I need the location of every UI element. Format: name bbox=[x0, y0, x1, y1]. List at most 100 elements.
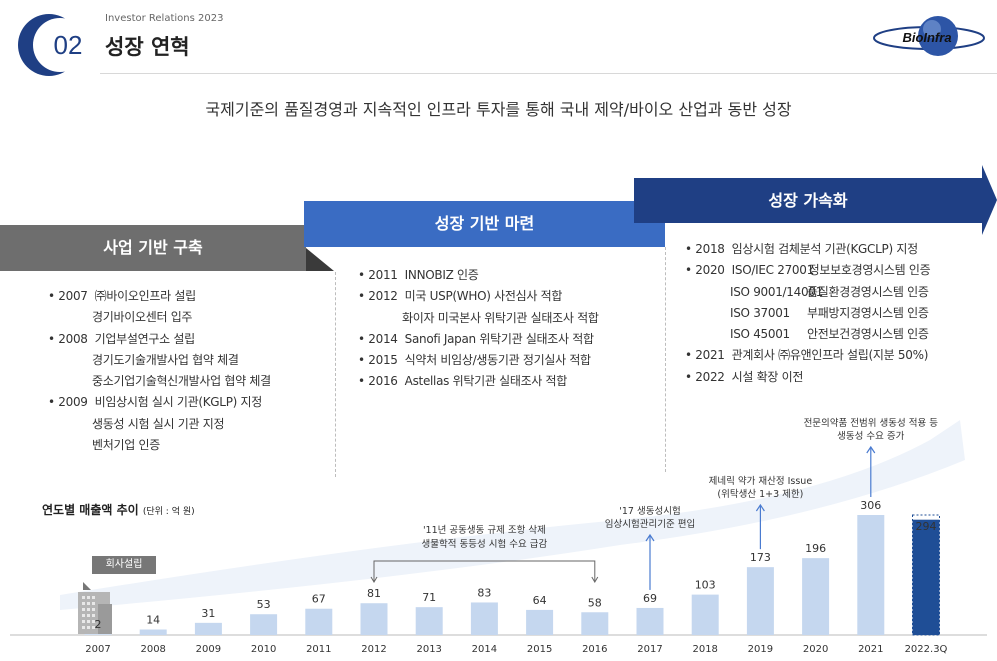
list-item: ISO 45001 안전보건경영시스템 인증 bbox=[730, 327, 929, 342]
list-item: • 2021 관계회사 ㈜유앤인프라 설립(지분 50%) bbox=[685, 348, 929, 363]
data-label: 14 bbox=[146, 614, 160, 627]
phase1-list: • 2007 ㈜바이오인프라 설립 경기바이오센터 입주 • 2008 기업부설… bbox=[48, 286, 271, 456]
x-tick-label: 2021 bbox=[858, 644, 883, 655]
annotation-arrowhead bbox=[370, 576, 378, 583]
bar bbox=[636, 607, 664, 635]
data-label: 71 bbox=[422, 591, 436, 604]
bar bbox=[470, 602, 498, 635]
annotation-text: '11년 공동생동 규제 조항 삭제 bbox=[423, 525, 546, 536]
annotation-arrowhead bbox=[755, 503, 765, 512]
phase-divider-2 bbox=[665, 247, 666, 472]
building-window bbox=[92, 608, 95, 611]
chart-title: 연도별 매출액 추이 (단위 : 억 원) bbox=[42, 503, 195, 517]
building-window bbox=[87, 626, 90, 629]
phase2-list: • 2011 INNOBIZ 인증 • 2012 미국 USP(WHO) 사전심… bbox=[358, 265, 599, 393]
founded-label: 회사설립 bbox=[92, 556, 156, 574]
founded-pointer bbox=[83, 582, 91, 590]
page-subtitle: 국제기준의 품질경영과 지속적인 인프라 투자를 통해 국내 제약/바이오 산업… bbox=[205, 100, 792, 119]
annotation-text: 전문의약품 전범위 생동성 적용 등 bbox=[804, 417, 939, 429]
building-window bbox=[87, 596, 90, 599]
trend-swoosh bbox=[60, 420, 965, 610]
bioinfra-logo: BioInfra bbox=[873, 16, 985, 56]
revenue-chart: 2 2007 14 2008 31 2009 53 2010 67 2011 81 2012 71 201… bbox=[10, 417, 987, 655]
data-label: 103 bbox=[695, 579, 716, 592]
list-item: 화이자 미국본사 위탁기관 실태조사 적합 bbox=[402, 310, 599, 325]
list-item: • 2012 미국 USP(WHO) 사전심사 적합 bbox=[358, 289, 563, 304]
data-label: 81 bbox=[367, 587, 381, 600]
annotation-text: 제네릭 약가 재산정 Issue bbox=[709, 475, 813, 487]
list-item: • 2007 ㈜바이오인프라 설립 bbox=[48, 289, 196, 303]
x-tick-label: 2014 bbox=[472, 644, 497, 655]
building-window bbox=[92, 626, 95, 629]
annotation-text: 생물학적 동등성 시험 수요 급감 bbox=[422, 538, 548, 550]
building-window bbox=[82, 626, 85, 629]
annotation-arrowhead bbox=[645, 533, 655, 542]
annotation-bracket bbox=[373, 560, 596, 581]
annotation-arrowhead bbox=[591, 576, 599, 583]
building-window bbox=[82, 596, 85, 599]
phase-banner-3: 성장 가속화 bbox=[634, 178, 982, 223]
list-item: • 2016 Astellas 위탁기관 실태조사 적합 bbox=[358, 374, 568, 389]
building-window bbox=[92, 596, 95, 599]
data-label: 69 bbox=[643, 592, 657, 605]
bar bbox=[526, 609, 554, 635]
list-item: ISO 37001 부패방지경영시스템 인증 bbox=[730, 305, 929, 320]
bar bbox=[581, 612, 609, 635]
list-item: • 2022 시설 확장 이전 bbox=[685, 369, 804, 384]
building-window bbox=[87, 602, 90, 605]
list-item: • 2015 식약처 비임상/생동기관 정기실사 적합 bbox=[358, 353, 591, 368]
phase1-fold bbox=[306, 248, 334, 271]
list-item: • 2009 비임상시험 실시 기관(KGLP) 지정 bbox=[48, 395, 263, 410]
x-tick-label: 2019 bbox=[748, 644, 773, 655]
x-tick-label: 2018 bbox=[692, 644, 717, 655]
phase-banner-1: 사업 기반 구축 bbox=[0, 225, 306, 271]
bar bbox=[746, 567, 774, 635]
building-window bbox=[92, 602, 95, 605]
building-window bbox=[92, 620, 95, 623]
bar bbox=[912, 519, 940, 635]
annotation-text: 생동성 수요 증가 bbox=[837, 431, 904, 442]
bar bbox=[305, 608, 333, 635]
bar bbox=[802, 558, 830, 635]
list-item: • 2020 ISO/IEC 27001정보보호경영시스템 인증 bbox=[685, 263, 931, 278]
bar bbox=[360, 603, 388, 635]
list-item: • 2018 임상시험 검체분석 기관(KGCLP) 지정 bbox=[685, 242, 918, 256]
bar bbox=[84, 634, 112, 635]
building-window bbox=[82, 614, 85, 617]
chart-unit: (단위 : 억 원) bbox=[142, 507, 195, 517]
list-item: 벤처기업 인증 bbox=[92, 438, 160, 453]
phase-divider-1 bbox=[335, 272, 336, 477]
eyebrow-text: Investor Relations 2023 bbox=[105, 13, 224, 24]
data-label: 58 bbox=[588, 596, 602, 609]
x-tick-label: 2017 bbox=[637, 644, 662, 655]
list-item: • 2014 Sanofi Japan 위탁기관 실태조사 적합 bbox=[358, 331, 594, 346]
phase-banner-2: 성장 기반 마련 bbox=[304, 201, 665, 247]
building-window bbox=[87, 608, 90, 611]
x-tick-label: 2013 bbox=[416, 644, 441, 655]
data-label: 67 bbox=[312, 593, 326, 606]
list-item: 경기바이오센터 입주 bbox=[92, 310, 193, 325]
page-title: 성장 연혁 bbox=[105, 35, 190, 59]
x-tick-label: 2012 bbox=[361, 644, 386, 655]
building-window bbox=[87, 614, 90, 617]
annotation-arrowhead bbox=[866, 445, 876, 454]
list-item: 경기도기술개발사업 협약 체결 bbox=[92, 352, 239, 367]
bar bbox=[857, 515, 885, 635]
data-label: 2 bbox=[95, 618, 102, 631]
building-window bbox=[82, 620, 85, 623]
data-label: 294 bbox=[916, 520, 937, 533]
annotation-text: 임상시험관리기준 편입 bbox=[605, 518, 695, 530]
data-label: 31 bbox=[201, 607, 215, 620]
bar bbox=[691, 594, 719, 635]
list-item: 중소기업기술혁신개발사업 협약 체결 bbox=[92, 374, 271, 389]
x-tick-label: 2015 bbox=[527, 644, 552, 655]
bar bbox=[194, 622, 222, 635]
header-divider bbox=[100, 73, 997, 74]
building-window bbox=[92, 614, 95, 617]
data-label: 173 bbox=[750, 551, 771, 564]
list-item: 생동성 시험 실시 기관 지정 bbox=[92, 416, 225, 431]
building-window bbox=[82, 608, 85, 611]
x-tick-label: 2010 bbox=[251, 644, 276, 655]
logo-text: BioInfra bbox=[902, 30, 951, 45]
list-item: ISO 9001/14001품질환경경영시스템 인증 bbox=[730, 284, 929, 299]
